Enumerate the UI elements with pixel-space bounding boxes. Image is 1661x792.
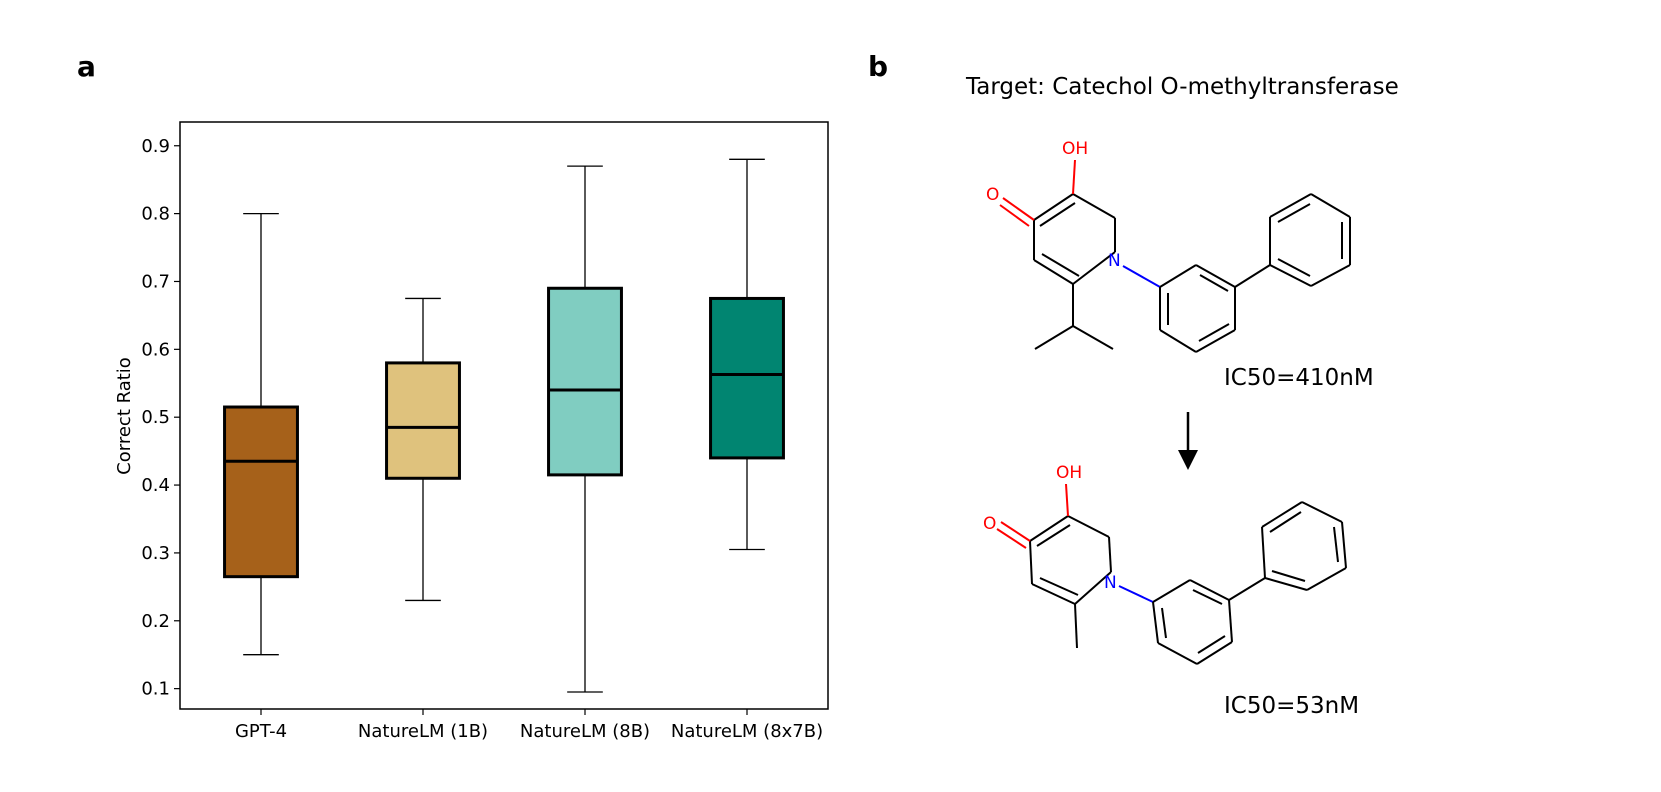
molecule-top — [999, 159, 1351, 353]
y-tick-label: 0.8 — [141, 204, 170, 225]
x-tick-label: NatureLM (1B) — [358, 721, 488, 742]
box-body — [385, 361, 461, 480]
ic50-top-label: IC50=410nM — [1224, 365, 1374, 391]
atom-n-bottom: N — [1104, 573, 1117, 593]
atom-n-top: N — [1108, 251, 1121, 271]
x-tick-label: NatureLM (8B) — [520, 721, 650, 742]
y-tick-label: 0.6 — [141, 339, 170, 360]
atom-oh-bottom: OH — [1056, 463, 1082, 483]
y-tick-label: 0.1 — [141, 679, 170, 700]
box-body — [709, 296, 785, 460]
ic50-bottom-label: IC50=53nM — [1224, 693, 1360, 719]
x-tick-label: NatureLM (8x7B) — [671, 721, 823, 742]
atom-oh-top: OH — [1062, 139, 1088, 159]
plot-frame — [179, 121, 829, 710]
atom-o-top: O — [986, 185, 999, 205]
y-tick-label: 0.2 — [141, 611, 170, 632]
target-title: Target: Catechol O-methyltransferase — [966, 74, 1399, 100]
y-tick-label: 0.5 — [141, 407, 170, 428]
x-tick-label: GPT-4 — [235, 721, 287, 742]
molecule-bottom — [996, 483, 1347, 665]
atom-o-bottom: O — [983, 514, 996, 534]
panel-label-b: b — [868, 50, 889, 83]
arrow-down-icon — [1178, 412, 1198, 470]
y-tick-label: 0.3 — [141, 543, 170, 564]
y-tick-label: 0.4 — [141, 475, 170, 496]
panel-label-a: a — [77, 50, 96, 83]
box-body — [223, 405, 299, 579]
y-tick-label: 0.9 — [141, 136, 170, 157]
y-axis-label: Correct Ratio — [114, 357, 135, 475]
box-plot-chart: 0.1 0.2 0.3 0.4 0.5 0.6 0.7 0.8 0.9 GPT-4 NatureLM… — [114, 121, 829, 742]
box-body — [547, 286, 623, 477]
y-tick-label: 0.7 — [141, 271, 170, 292]
